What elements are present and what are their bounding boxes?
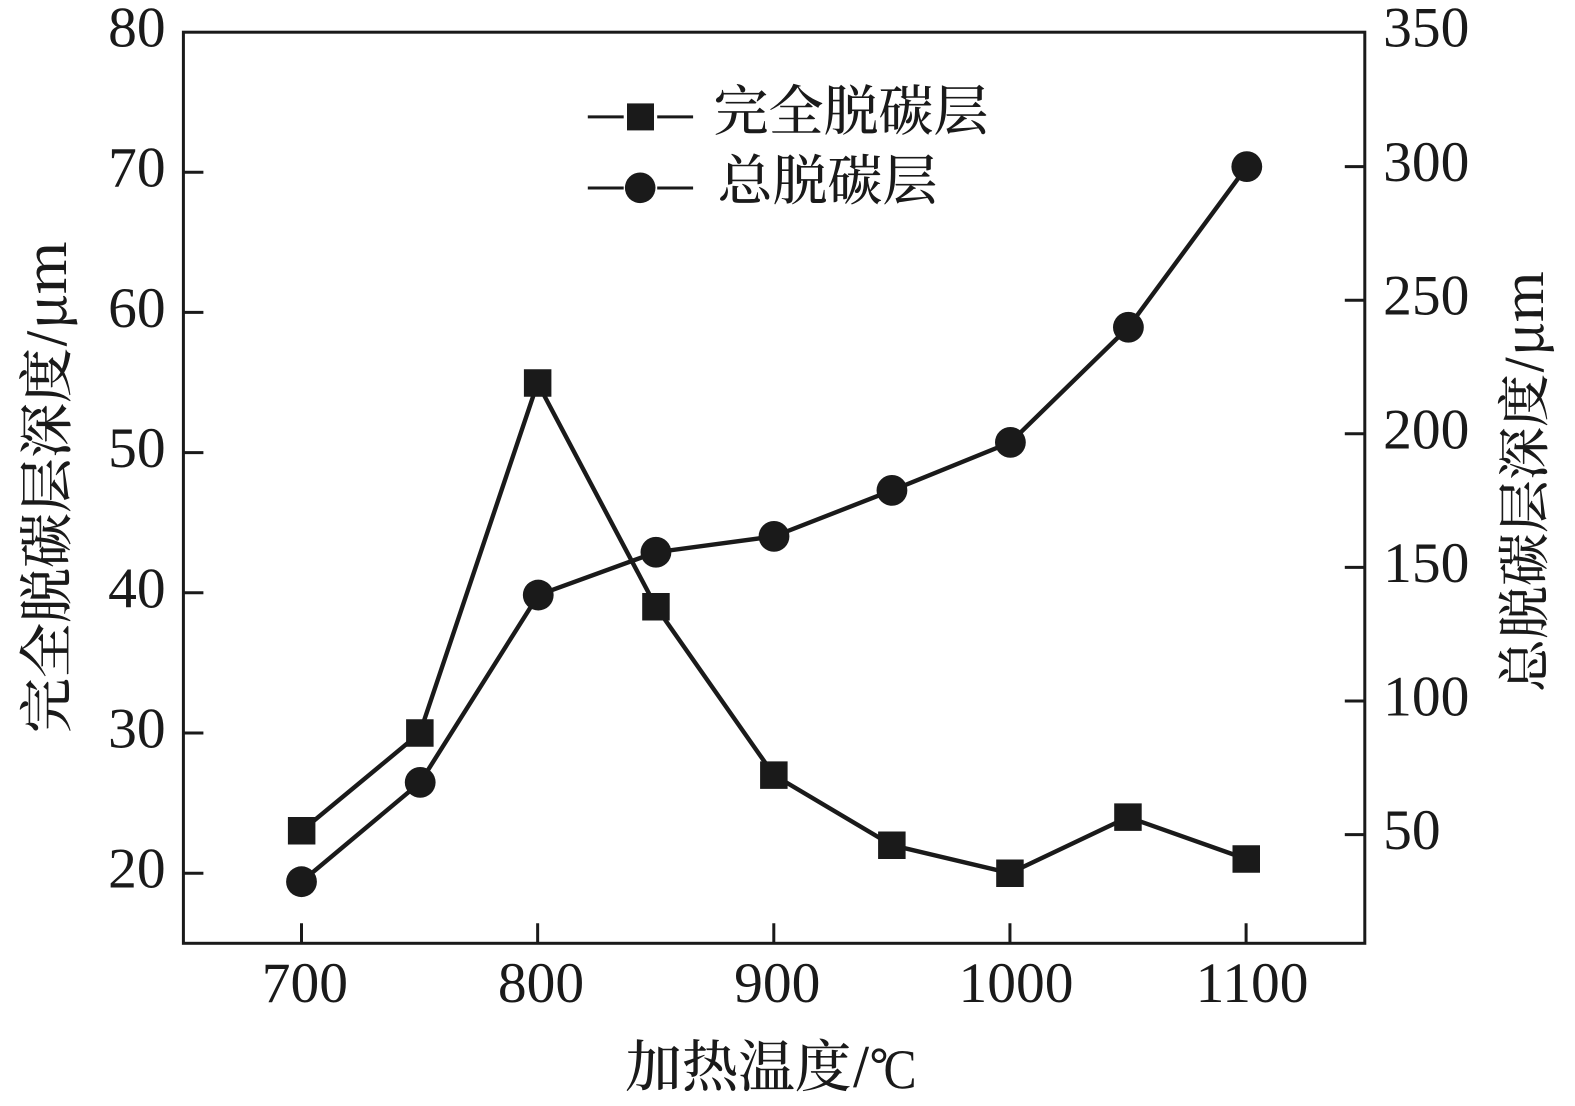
svg-text:100: 100 [1383, 666, 1469, 729]
svg-text:200: 200 [1383, 398, 1469, 461]
svg-text:900: 900 [734, 952, 820, 1015]
svg-text:50: 50 [1383, 799, 1441, 862]
svg-text:700: 700 [262, 952, 348, 1015]
svg-text:250: 250 [1383, 265, 1469, 328]
svg-text:70: 70 [108, 137, 166, 200]
svg-text:1000: 1000 [958, 952, 1073, 1015]
svg-text:60: 60 [108, 277, 166, 340]
svg-text:350: 350 [1383, 0, 1469, 60]
svg-text:40: 40 [108, 557, 166, 620]
svg-text:50: 50 [108, 417, 166, 480]
svg-text:20: 20 [108, 838, 166, 901]
svg-text:1100: 1100 [1196, 952, 1309, 1015]
svg-text:300: 300 [1383, 131, 1469, 194]
svg-text:150: 150 [1383, 532, 1469, 595]
svg-text:30: 30 [108, 698, 166, 761]
svg-text:800: 800 [498, 952, 584, 1015]
svg-text:80: 80 [108, 0, 166, 60]
